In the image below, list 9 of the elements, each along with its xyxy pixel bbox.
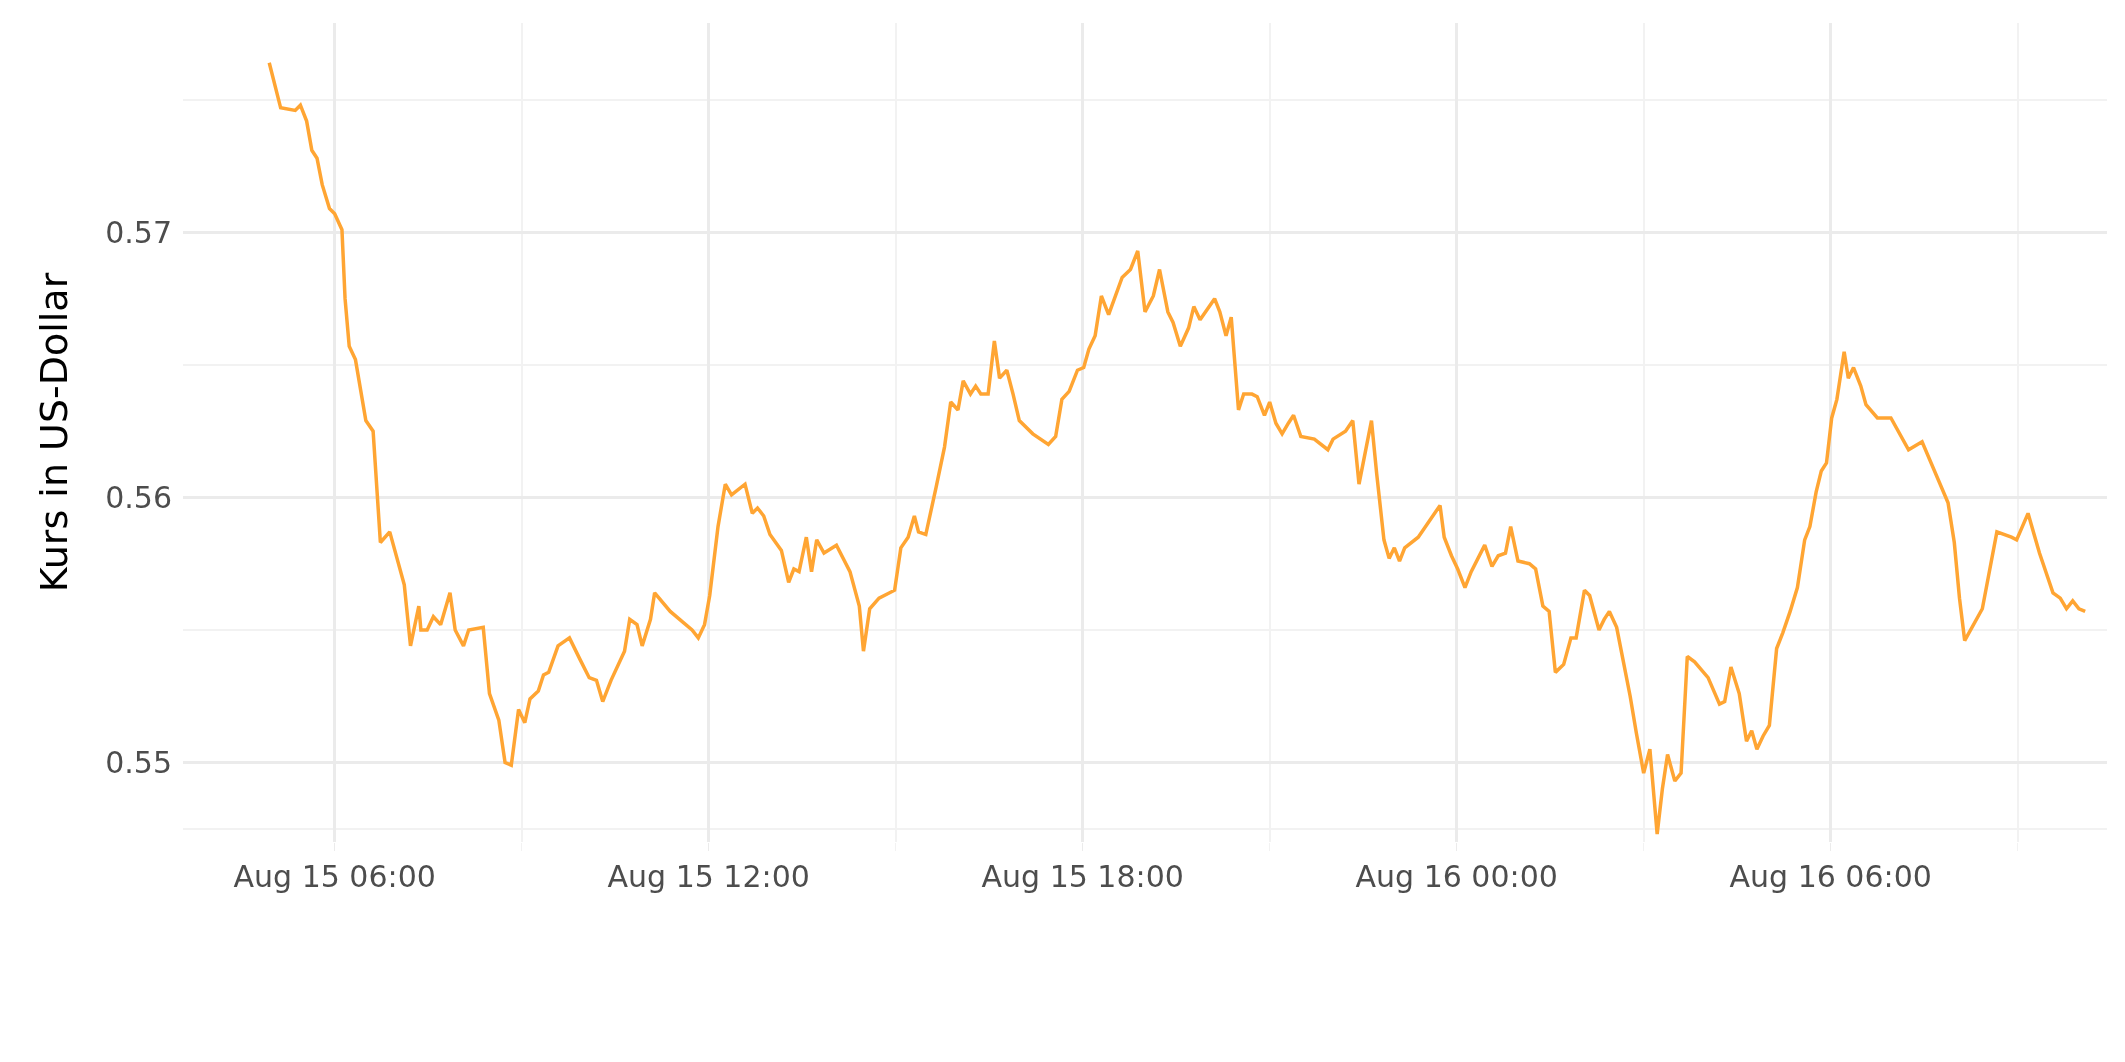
x-tick-label: Aug 15 18:00: [981, 859, 1184, 894]
x-tick-label: Aug 15 12:00: [607, 859, 810, 894]
y-axis-title: Kurs in US-Dollar: [32, 272, 77, 593]
x-tick-label: Aug 15 06:00: [233, 859, 436, 894]
x-tick-label: Aug 16 00:00: [1355, 859, 1558, 894]
y-tick-label: 0.57: [105, 214, 172, 250]
x-tick-label: Aug 16 06:00: [1729, 859, 1932, 894]
y-tick-label: 0.56: [105, 479, 172, 515]
y-tick-label: 0.55: [105, 744, 172, 780]
